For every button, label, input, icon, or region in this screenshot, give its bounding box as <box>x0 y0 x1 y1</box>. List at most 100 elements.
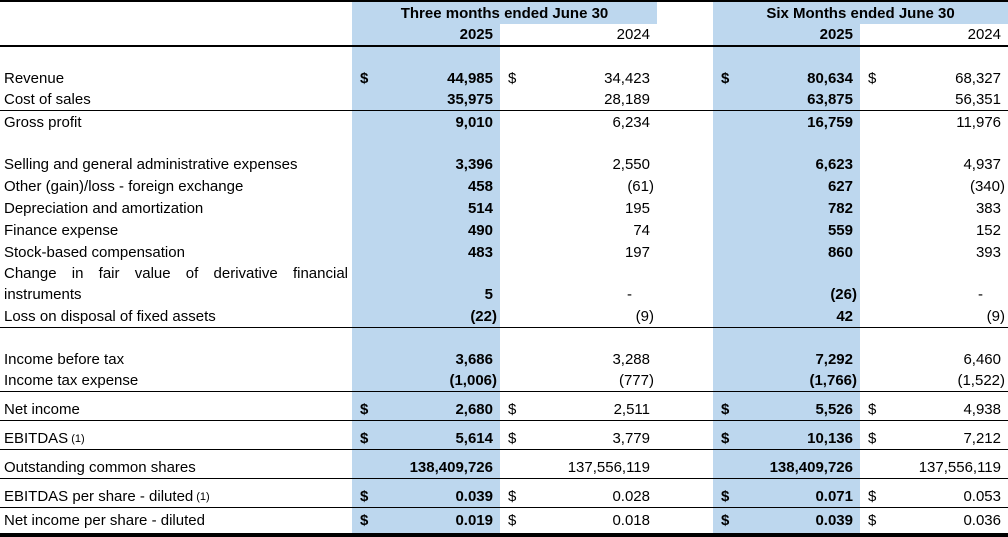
table-row: EBITDAS per share - diluted (1) $0.039 $0.0… <box>0 486 1008 508</box>
cell-value: (9) <box>635 308 654 325</box>
value-cell: $10,136 <box>713 428 860 449</box>
value-cell: 42 <box>713 306 860 327</box>
cell-value: - <box>627 286 632 303</box>
column-gap <box>657 348 713 370</box>
value-cell: $0.039 <box>352 486 500 507</box>
value-cell <box>352 392 500 399</box>
value-cell <box>500 392 657 399</box>
header-year-2025-six-months: 2025 <box>713 24 860 45</box>
column-gap <box>657 197 713 219</box>
row-label-cell: Stock-based compensation <box>0 241 352 263</box>
row-label-cell: Gross profit <box>0 111 352 133</box>
currency-symbol: $ <box>360 488 369 505</box>
table-row: Net income per share - diluted $0.019 $0.0… <box>0 508 1008 533</box>
value-cell <box>860 450 1008 457</box>
header-six-months-group: Six Months ended June 30 <box>713 2 1008 24</box>
value-cell <box>713 421 860 428</box>
row-label-cell: Income tax expense <box>0 370 352 391</box>
cell-value: (26) <box>830 286 857 303</box>
column-gap <box>657 153 713 175</box>
spacer-row <box>0 450 1008 457</box>
value-cell <box>500 450 657 457</box>
value-cell <box>500 328 657 348</box>
cell-value: (777) <box>618 372 654 389</box>
value-cell: 483 <box>352 241 500 263</box>
value-cell: $4,938 <box>860 399 1008 420</box>
cell-value: 6,234 <box>612 113 650 131</box>
cell-value: 0.053 <box>963 488 1001 505</box>
column-gap <box>657 392 713 399</box>
value-cell: (340) <box>860 175 1008 197</box>
row-label: Selling and general administrative expen… <box>4 155 298 173</box>
row-label: Income before tax <box>4 350 125 368</box>
value-cell: 28,189 <box>500 89 657 110</box>
value-cell <box>713 328 860 348</box>
row-label-cell: EBITDAS (1) <box>0 428 352 449</box>
value-cell: $5,614 <box>352 428 500 449</box>
cell-value: 627 <box>827 177 853 195</box>
value-cell <box>860 328 1008 348</box>
currency-symbol: $ <box>360 401 369 418</box>
value-cell: $0.019 <box>352 508 500 533</box>
header-group-row: Three months ended June 30 Six Months en… <box>0 2 1008 24</box>
cell-value: 3,686 <box>455 350 493 368</box>
row-label-cell: Loss on disposal of fixed assets <box>0 306 352 327</box>
currency-symbol: $ <box>868 401 877 418</box>
cell-value: 393 <box>975 243 1001 261</box>
value-cell: 7,292 <box>713 348 860 370</box>
value-cell: 393 <box>860 241 1008 263</box>
value-cell: 3,686 <box>352 348 500 370</box>
table-row: Income before tax 3,686 3,288 7,292 6,460 <box>0 348 1008 370</box>
value-cell: - <box>500 263 657 306</box>
value-cell <box>860 47 1008 67</box>
cell-value: 6,623 <box>815 155 853 173</box>
column-gap <box>657 111 713 133</box>
row-label: Loss on disposal of fixed assets <box>4 308 216 325</box>
value-cell: 782 <box>713 197 860 219</box>
value-cell: 6,234 <box>500 111 657 133</box>
value-cell: 6,460 <box>860 348 1008 370</box>
table-row: Finance expense 490 74 559 152 <box>0 219 1008 241</box>
value-cell: 138,409,726 <box>352 457 500 478</box>
value-cell: 860 <box>713 241 860 263</box>
row-label-cell: Outstanding common shares <box>0 457 352 478</box>
cell-value: (340) <box>969 177 1005 195</box>
row-label: Other (gain)/loss - foreign exchange <box>4 177 244 195</box>
cell-value: 782 <box>827 199 853 217</box>
value-cell: 137,556,119 <box>860 457 1008 478</box>
table-row: Revenue $44,985 $34,423 $80,634 $68,327 <box>0 67 1008 89</box>
value-cell <box>860 133 1008 153</box>
currency-symbol: $ <box>868 512 877 529</box>
value-cell: - <box>860 263 1008 306</box>
value-cell: 458 <box>352 175 500 197</box>
table-row: Change in fair value of derivative finan… <box>0 263 1008 306</box>
cell-value: 138,409,726 <box>769 459 853 476</box>
column-gap <box>657 89 713 110</box>
cell-value: (22) <box>470 308 497 325</box>
cell-value: 458 <box>467 177 493 195</box>
row-label-cell: Selling and general administrative expen… <box>0 153 352 175</box>
column-gap <box>657 133 713 153</box>
value-cell: 16,759 <box>713 111 860 133</box>
column-gap <box>657 457 713 478</box>
cell-value: 5,526 <box>815 401 853 418</box>
cell-value: 7,212 <box>963 430 1001 447</box>
row-label-cell: Cost of sales <box>0 89 352 110</box>
value-cell: (9) <box>500 306 657 327</box>
column-gap <box>657 508 713 533</box>
cell-value: 9,010 <box>455 113 493 131</box>
cell-value: (1,006) <box>449 372 497 389</box>
value-cell <box>713 47 860 67</box>
cell-value: 4,938 <box>963 401 1001 418</box>
cell-value: 0.039 <box>455 488 493 505</box>
row-label: Cost of sales <box>4 91 91 108</box>
value-cell: (777) <box>500 370 657 391</box>
row-label-cell: Net income <box>0 399 352 420</box>
cell-value: 197 <box>624 243 650 261</box>
cell-value: 56,351 <box>955 91 1001 108</box>
row-label-cell <box>0 328 352 348</box>
cell-value: 3,288 <box>612 350 650 368</box>
cell-value: (61) <box>627 177 654 195</box>
cell-value: 0.018 <box>612 512 650 529</box>
header-empty-cell <box>0 24 352 45</box>
